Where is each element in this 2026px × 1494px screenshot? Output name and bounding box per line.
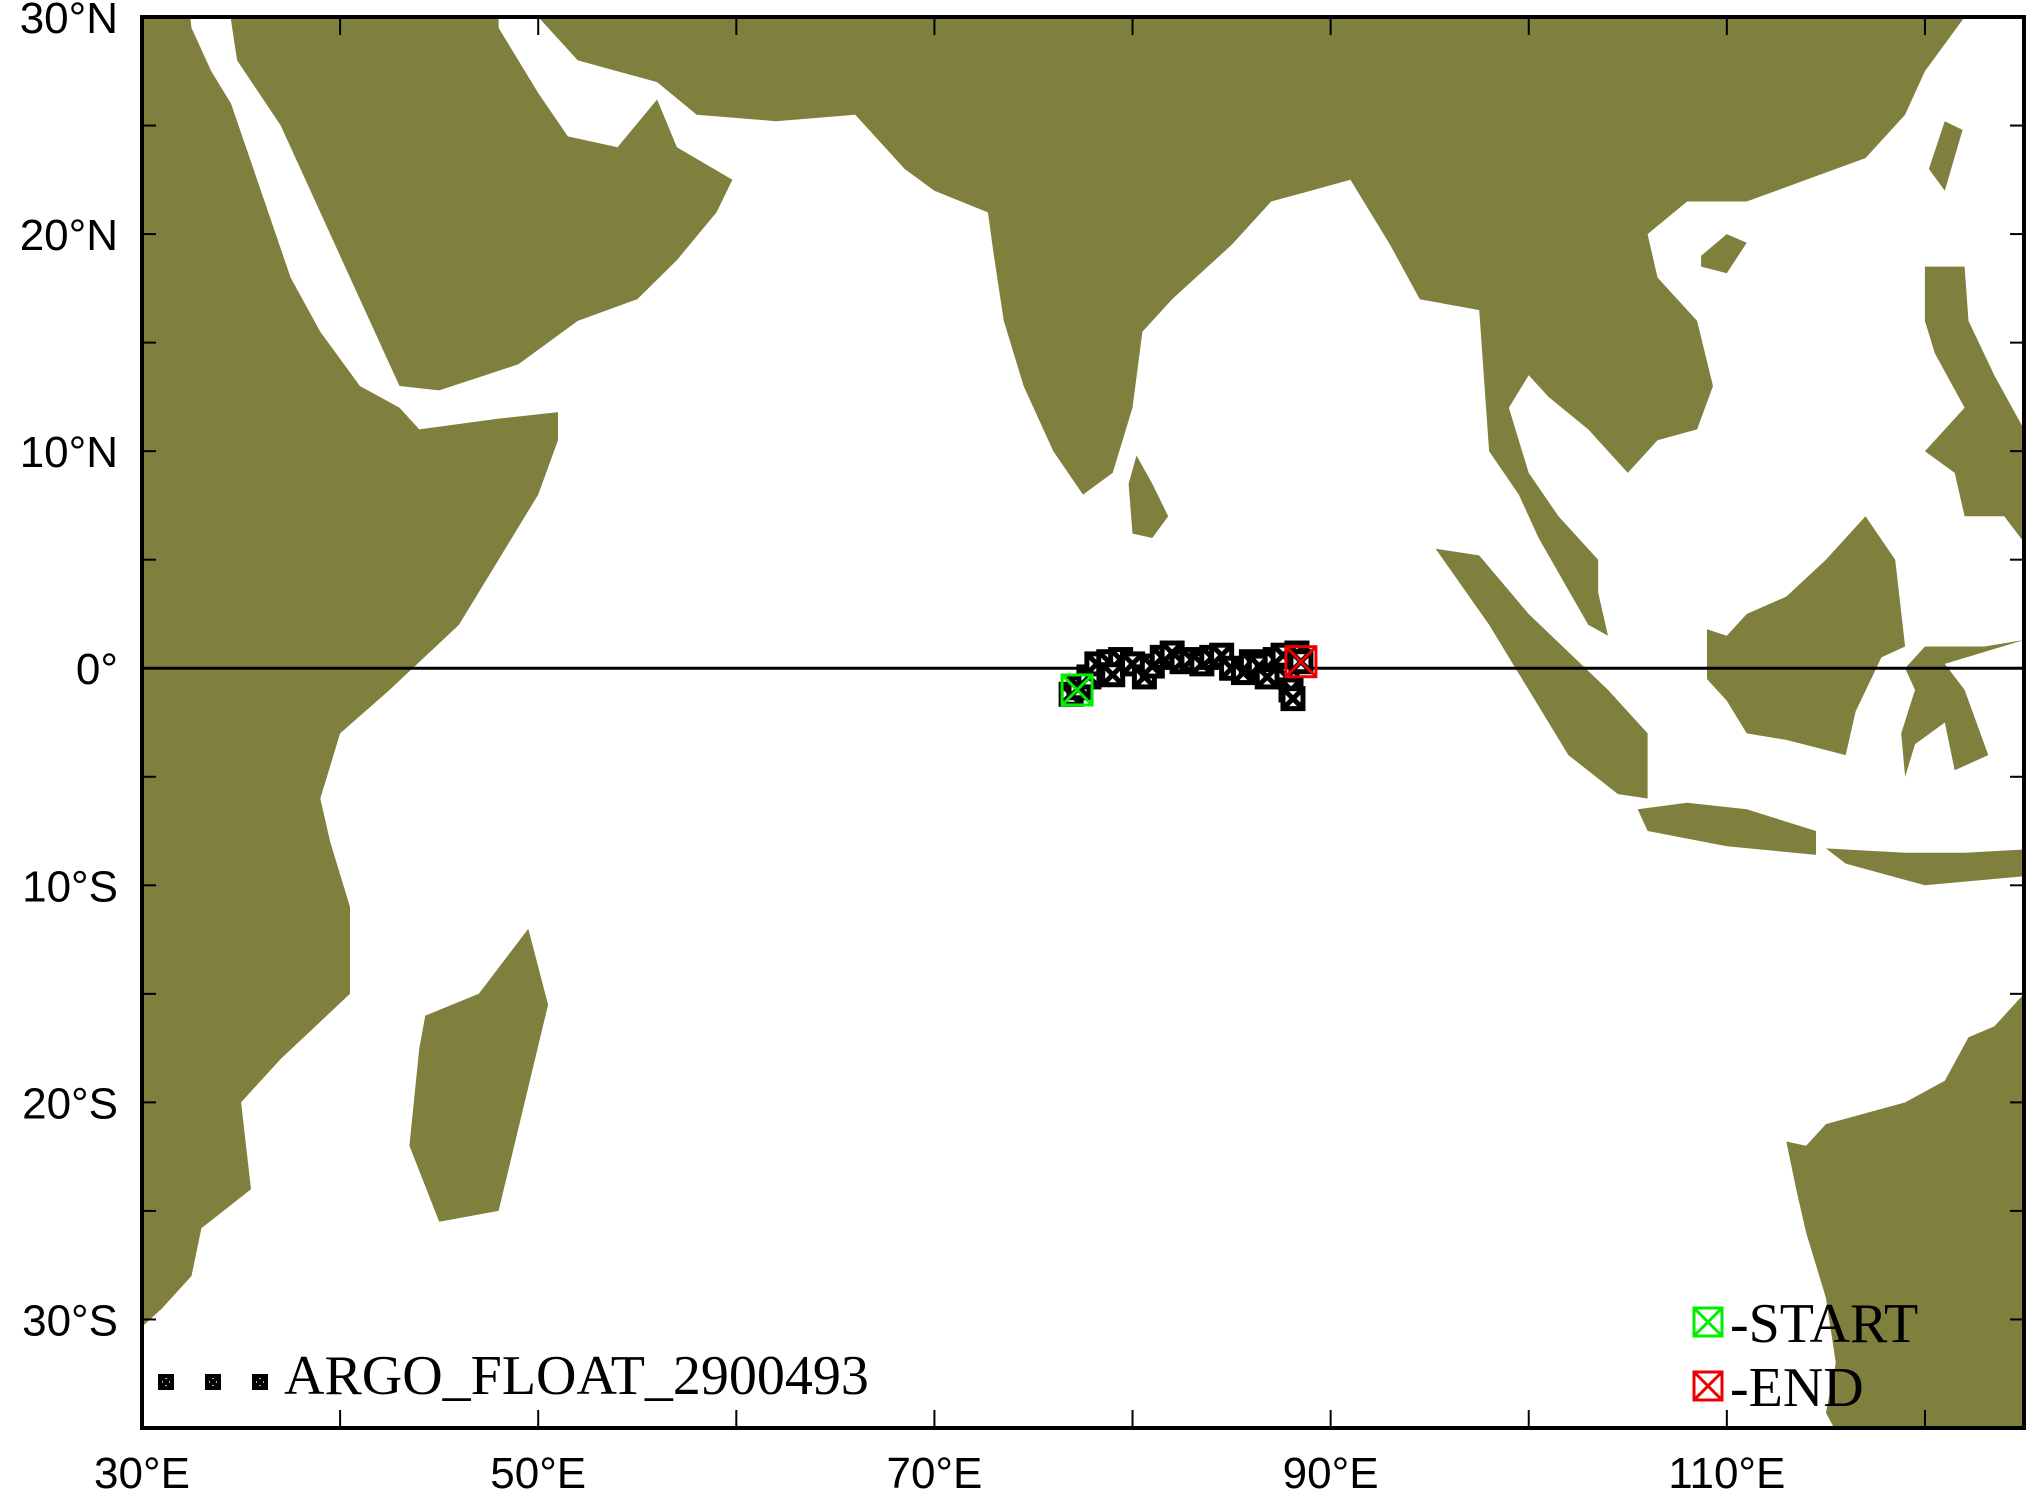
y-tick-label: 20°N (20, 211, 118, 260)
legend-end-label: -END (1730, 1357, 1864, 1419)
landmass-sumatra (1435, 548, 1648, 799)
y-tick-label: 10°S (22, 862, 118, 911)
marker-cross (1692, 1370, 1724, 1402)
land-layer (142, 17, 2024, 1428)
legend-point-icon (205, 1374, 221, 1390)
x-tick-label: 30°E (94, 1449, 190, 1494)
y-tick-label: 10°N (20, 428, 118, 477)
landmass-asia (498, 17, 1965, 636)
legend: ARGO_FLOAT_2900493 -START -END (158, 1293, 1918, 1419)
track-point (1280, 686, 1306, 712)
track-point (1100, 662, 1126, 688)
axis-ticks (142, 17, 2024, 1428)
legend-point-icon (158, 1374, 174, 1390)
marker-cross (1209, 643, 1234, 667)
legend-end-marker (1692, 1370, 1724, 1402)
legend-end-icon (1692, 1370, 1724, 1402)
landmass-java (1637, 802, 1816, 855)
marker-box (1692, 1306, 1724, 1338)
landmass-philippines (1924, 266, 2024, 543)
marker-cross (252, 1374, 268, 1390)
x-tick-label: 70°E (886, 1449, 982, 1494)
landmass-sulawesi (1901, 640, 2024, 777)
axis-labels: 30°E 50°E 70°E 90°E 110°E 30°N 20°N 10°N 0° 10°S 2… (20, 0, 1786, 1494)
float-track (1058, 640, 1318, 712)
y-tick-label: 30°S (22, 1296, 118, 1345)
y-tick-label: 30°N (20, 0, 118, 43)
marker-cross (1281, 686, 1305, 711)
marker-cross (1100, 662, 1125, 687)
marker-cross (1692, 1306, 1724, 1338)
marker-cross (1284, 645, 1317, 678)
x-tick-label: 50°E (490, 1449, 586, 1494)
landmass-australia (1786, 993, 2024, 1428)
landmass-africa (142, 17, 558, 1327)
start-marker (1060, 673, 1094, 707)
y-tick-label: 0° (76, 645, 118, 694)
marker-cross (1060, 673, 1094, 706)
legend-start-label: -START (1730, 1293, 1918, 1355)
marker-cross (158, 1374, 174, 1390)
x-tick-label: 90°E (1283, 1449, 1379, 1494)
marker-box (1284, 645, 1318, 679)
map-frame (140, 15, 2026, 1430)
landmass-lesser-sunda (1825, 848, 2024, 886)
legend-series-label: ARGO_FLOAT_2900493 (284, 1345, 869, 1407)
landmass-borneo (1707, 516, 1906, 756)
legend-start-marker (1692, 1306, 1724, 1338)
landmass-madagascar (409, 928, 549, 1222)
legend-series-markers (158, 1374, 268, 1390)
legend-point-icon (252, 1374, 268, 1390)
landmass-hainan (1701, 234, 1747, 274)
y-tick-label: 20°S (22, 1079, 118, 1128)
landmass-arabia (230, 17, 733, 391)
marker-box (1060, 673, 1094, 707)
x-tick-label: 110°E (1668, 1449, 1785, 1494)
end-marker (1284, 645, 1318, 679)
marker-cross (205, 1374, 221, 1390)
landmass-sri-lanka (1128, 455, 1169, 538)
landmass-taiwan (1928, 121, 1963, 191)
marker-cross (1120, 652, 1145, 676)
marker-box (1692, 1370, 1724, 1402)
legend-start-icon (1692, 1306, 1724, 1338)
